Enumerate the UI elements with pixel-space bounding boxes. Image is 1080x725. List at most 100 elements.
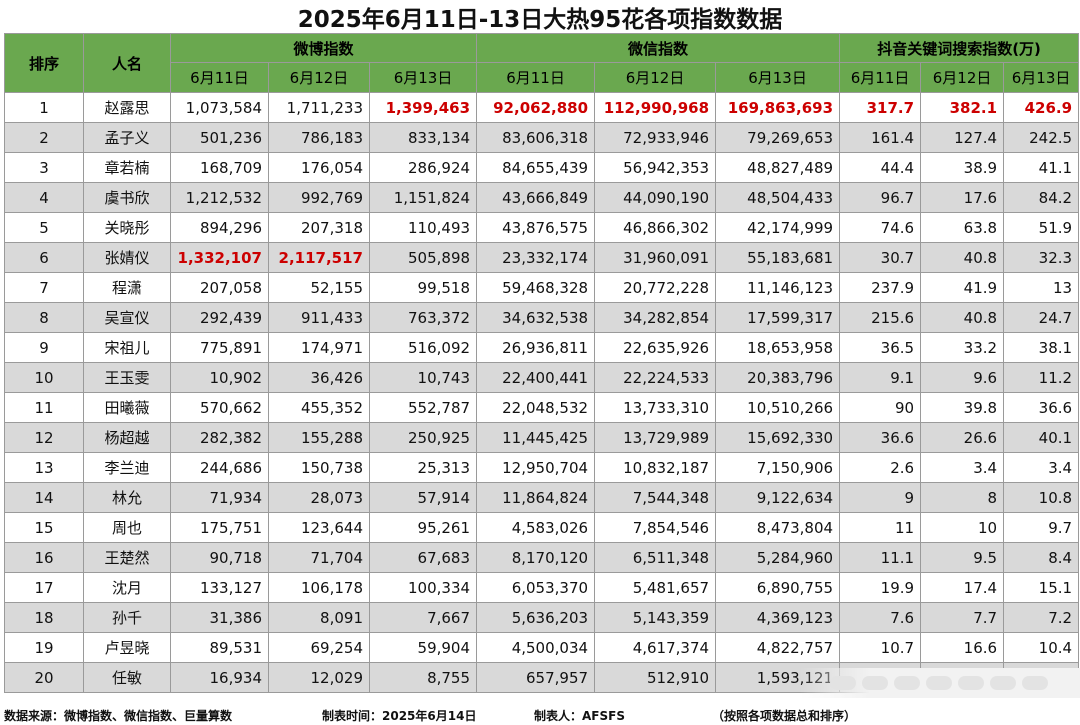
weibo-value-cell: 176,054 <box>268 152 370 183</box>
douyin-value-cell: 215.6 <box>839 302 922 333</box>
douyin-value-cell: 40.8 <box>920 242 1005 273</box>
weibo-value-cell: 250,925 <box>368 422 478 453</box>
footer-author: 制表人：AFSFS <box>534 709 625 723</box>
table-row: 3 章若楠 168,709 176,054 286,924 84,655,439 56,94… <box>4 152 1080 183</box>
table-row: 4 虞书欣 1,212,532 992,769 1,151,824 43,666,849 4… <box>4 182 1080 213</box>
douyin-value-cell: 26.6 <box>920 422 1005 453</box>
weibo-value-cell: 10,743 <box>368 362 478 393</box>
weixin-value-cell: 79,269,653 <box>715 122 841 153</box>
weibo-value-cell: 501,236 <box>170 122 269 153</box>
douyin-value-cell: 13 <box>1003 272 1080 303</box>
weibo-value-cell: 570,662 <box>170 392 269 423</box>
douyin-value-cell: 36.6 <box>1003 392 1080 423</box>
weixin-value-cell: 92,062,880 <box>476 92 596 123</box>
weibo-value-cell: 911,433 <box>268 302 370 333</box>
header-date: 6月12日 <box>920 62 1005 93</box>
weibo-value-cell: 7,667 <box>368 602 478 633</box>
table-row: 2 孟子义 501,236 786,183 833,134 83,606,318 72,93… <box>4 122 1080 153</box>
weibo-value-cell: 25,313 <box>368 452 478 483</box>
weibo-value-cell: 69,254 <box>268 632 370 663</box>
rank-cell: 17 <box>4 572 84 603</box>
weixin-value-cell: 8,170,120 <box>476 542 596 573</box>
header-date: 6月12日 <box>268 62 370 93</box>
weibo-value-cell: 292,439 <box>170 302 269 333</box>
weixin-value-cell: 22,400,441 <box>476 362 596 393</box>
douyin-value-cell: 242.5 <box>1003 122 1080 153</box>
douyin-value-cell: 3.4 <box>920 452 1005 483</box>
weixin-value-cell: 18,653,958 <box>715 332 841 363</box>
footer-time: 制表时间：2025年6月14日 <box>322 709 477 723</box>
douyin-value-cell: 11 <box>839 512 922 543</box>
table-row: 1 赵露思 1,073,584 1,711,233 1,399,463 92,062,88… <box>4 92 1080 123</box>
weixin-value-cell: 6,511,348 <box>594 542 717 573</box>
weibo-value-cell: 133,127 <box>170 572 269 603</box>
table-row: 8 吴宣仪 292,439 911,433 763,372 34,632,538 34,28… <box>4 302 1080 333</box>
weibo-value-cell: 1,332,107 <box>170 242 269 273</box>
header-date: 6月13日 <box>1003 62 1080 93</box>
weixin-value-cell: 10,832,187 <box>594 452 717 483</box>
weixin-value-cell: 44,090,190 <box>594 182 717 213</box>
rank-cell: 20 <box>4 662 84 693</box>
header-date: 6月12日 <box>594 62 717 93</box>
weibo-value-cell: 71,704 <box>268 542 370 573</box>
weixin-value-cell: 4,583,026 <box>476 512 596 543</box>
weixin-value-cell: 13,733,310 <box>594 392 717 423</box>
name-cell: 卢昱晓 <box>83 632 171 663</box>
douyin-value-cell: 9.5 <box>920 542 1005 573</box>
weixin-value-cell: 4,500,034 <box>476 632 596 663</box>
douyin-value-cell: 161.4 <box>839 122 922 153</box>
weixin-value-cell: 31,960,091 <box>594 242 717 273</box>
rank-cell: 3 <box>4 152 84 183</box>
table-row: 16 王楚然 90,718 71,704 67,683 8,170,120 6,511,34… <box>4 542 1080 573</box>
name-cell: 虞书欣 <box>83 182 171 213</box>
weixin-value-cell: 59,468,328 <box>476 272 596 303</box>
weibo-value-cell: 455,352 <box>268 392 370 423</box>
table-row: 14 林允 71,934 28,073 57,914 11,864,824 7,544,34… <box>4 482 1080 513</box>
weibo-value-cell: 10,902 <box>170 362 269 393</box>
weibo-value-cell: 95,261 <box>368 512 478 543</box>
weixin-value-cell: 48,504,433 <box>715 182 841 213</box>
table-row: 11 田曦薇 570,662 455,352 552,787 22,048,532 13,7… <box>4 392 1080 423</box>
weixin-value-cell: 43,666,849 <box>476 182 596 213</box>
name-cell: 周也 <box>83 512 171 543</box>
header-name: 人名 <box>83 33 171 93</box>
weibo-value-cell: 1,399,463 <box>368 92 478 123</box>
weixin-value-cell: 43,876,575 <box>476 212 596 243</box>
weibo-value-cell: 8,755 <box>368 662 478 693</box>
douyin-value-cell: 9 <box>839 482 922 513</box>
weibo-value-cell: 175,751 <box>170 512 269 543</box>
weixin-value-cell: 5,143,359 <box>594 602 717 633</box>
rank-cell: 16 <box>4 542 84 573</box>
rank-cell: 19 <box>4 632 84 663</box>
weixin-value-cell: 112,990,968 <box>594 92 717 123</box>
weixin-value-cell: 48,827,489 <box>715 152 841 183</box>
table-row: 17 沈月 133,127 106,178 100,334 6,053,370 5,481,… <box>4 572 1080 603</box>
douyin-value-cell: 10.7 <box>839 632 922 663</box>
weibo-value-cell: 123,644 <box>268 512 370 543</box>
douyin-value-cell: 32.3 <box>1003 242 1080 273</box>
name-cell: 孟子义 <box>83 122 171 153</box>
weixin-value-cell: 7,150,906 <box>715 452 841 483</box>
header-weibo: 微博指数 <box>169 33 478 63</box>
footer-source: 数据来源：微博指数、微信指数、巨量算数 <box>4 709 233 723</box>
name-cell: 孙千 <box>83 602 171 633</box>
douyin-value-cell: 96.7 <box>839 182 922 213</box>
table-row: 6 张婧仪 1,332,107 2,117,517 505,898 23,332,174 3… <box>4 242 1080 273</box>
weixin-value-cell: 12,950,704 <box>476 452 596 483</box>
douyin-value-cell: 7.2 <box>1003 602 1080 633</box>
weixin-value-cell: 46,866,302 <box>594 212 717 243</box>
douyin-value-cell: 84.2 <box>1003 182 1080 213</box>
douyin-value-cell: 74.6 <box>839 212 922 243</box>
weibo-value-cell: 16,934 <box>170 662 269 693</box>
weibo-value-cell: 1,151,824 <box>368 182 478 213</box>
weixin-value-cell: 5,481,657 <box>594 572 717 603</box>
weibo-value-cell: 89,531 <box>170 632 269 663</box>
table-row: 10 王玉雯 10,902 36,426 10,743 22,400,441 22,224,… <box>4 362 1080 393</box>
name-cell: 李兰迪 <box>83 452 171 483</box>
weibo-value-cell: 31,386 <box>170 602 269 633</box>
douyin-value-cell: 24.7 <box>1003 302 1080 333</box>
name-cell: 王楚然 <box>83 542 171 573</box>
rank-cell: 2 <box>4 122 84 153</box>
weixin-value-cell: 11,146,123 <box>715 272 841 303</box>
douyin-value-cell: 38.1 <box>1003 332 1080 363</box>
